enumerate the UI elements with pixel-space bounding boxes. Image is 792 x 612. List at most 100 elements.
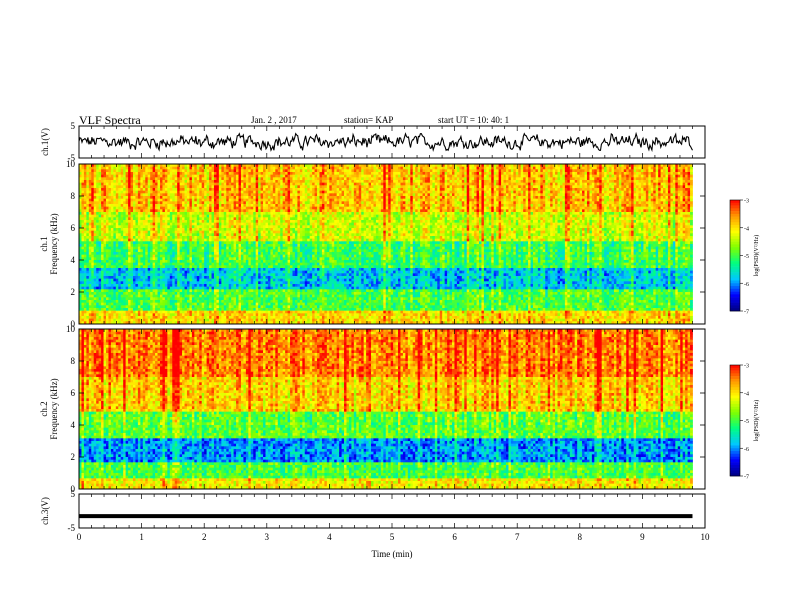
ch1-spectrogram-cell (643, 169, 646, 172)
ch1-spectrogram-cell (511, 169, 514, 172)
ch1-spectrogram-cell (634, 167, 637, 170)
ch1-spectrogram-cell (319, 167, 322, 170)
ch1-spectrogram-cell (634, 169, 637, 172)
ch1-spectrogram-cell (440, 172, 443, 175)
ch1-spectrogram-cell (624, 167, 627, 170)
ch1-spectrogram-cell (297, 169, 300, 172)
ch1-spectrogram-cell (312, 169, 315, 172)
ch1-spectrogram-cell (263, 172, 266, 175)
ch1-spectrogram-cell (160, 172, 163, 175)
ch1-spectrogram-cell (369, 172, 372, 175)
ch1-spectrogram-cell (118, 172, 121, 175)
ch1-spectrogram-cell (322, 167, 325, 170)
ch1-spectrogram-cell (354, 167, 357, 170)
ch1-spectrogram-cell (636, 169, 639, 172)
ch1-spectrogram-cell (553, 169, 556, 172)
ch1-spectrogram-cell (84, 172, 87, 175)
ch1-spectrogram-cell (288, 169, 291, 172)
ch1-spectrogram-cell (214, 172, 217, 175)
ch1-spectrogram-cell (521, 167, 524, 170)
ch1-spectrogram-cell (327, 169, 330, 172)
ch1-spectrogram-cell (425, 167, 428, 170)
ch1-spectrogram-cell (653, 167, 656, 170)
ch1-spectrogram-cell (415, 172, 418, 175)
ch1-spectrogram-cell (295, 172, 298, 175)
ch1-spectrogram-cell (631, 167, 634, 170)
ch1-spectrogram-cell (423, 172, 426, 175)
ch1-spectrogram-cell (315, 169, 318, 172)
ch1-spectrogram-cell (670, 169, 673, 172)
ch1-spectrogram-cell (106, 172, 109, 175)
ch1-spectrogram-cell (673, 167, 676, 170)
ch1-spectrogram-cell (526, 167, 529, 170)
ch1-spectrogram-cell (189, 172, 192, 175)
ch1-spectrogram-cell (366, 172, 369, 175)
ch1-spectrogram-cell (688, 169, 691, 172)
ch1-spectrogram-cell (99, 169, 102, 172)
ch1-spectrogram-cell (261, 167, 264, 170)
ch1-spectrogram-cell (295, 167, 298, 170)
ch1-spectrogram-cell (621, 167, 624, 170)
ch1-spectrogram-cell (607, 169, 610, 172)
ch1-spectrogram-cell (462, 169, 465, 172)
ch1-spectrogram-cell (165, 169, 168, 172)
ch1-spectrogram-cell (386, 167, 389, 170)
ch1-spectrogram-cell (300, 167, 303, 170)
ch1-spectrogram-cell (167, 167, 170, 170)
ch1-spectrogram-cell (231, 172, 234, 175)
ch1-spectrogram-cell (685, 167, 688, 170)
ch1-spectrogram-cell (280, 169, 283, 172)
ch1-spectrogram-cell (555, 169, 558, 172)
ch1-spectrogram-cell (290, 172, 293, 175)
ch1-spectrogram-cell (418, 167, 421, 170)
ch1-spectrogram-cell (302, 167, 305, 170)
ch1-spectrogram-cell (307, 172, 310, 175)
ch1-spectrogram-cell (177, 167, 180, 170)
ch1-spectrogram-cell (661, 169, 664, 172)
ch1-spectrogram-cell (270, 172, 273, 175)
ch1-spectrogram-cell (329, 172, 332, 175)
ch1-spectrogram-cell (540, 167, 543, 170)
ch1-spectrogram-cell (165, 167, 168, 170)
ch1-spectrogram-cell (587, 167, 590, 170)
ch1-spectrogram-cell (680, 167, 683, 170)
ch1-spectrogram-cell (84, 167, 87, 170)
ch1-spectrogram-cell (126, 167, 129, 170)
ch1-spectrogram-cell (629, 167, 632, 170)
ch1-spectrogram-cell (185, 169, 188, 172)
ch1-spectrogram-cell (673, 169, 676, 172)
ch1-spectrogram-cell (685, 169, 688, 172)
ch1-spectrogram-cell (167, 172, 170, 175)
ch1-spectrogram-cell (570, 167, 573, 170)
ch1-spectrogram-cell (383, 172, 386, 175)
ch1-spectrogram-cell (594, 167, 597, 170)
ch1-spectrogram-cell (226, 169, 229, 172)
ch1-spectrogram-cell (104, 169, 107, 172)
ch1-spectrogram-cell (248, 172, 251, 175)
ch1-spectrogram-cell (383, 167, 386, 170)
ch1-spectrogram-cell (337, 167, 340, 170)
ch1-spectrogram-cell (589, 167, 592, 170)
ch1-spectrogram-cell (300, 172, 303, 175)
ch1-spectrogram-cell (484, 172, 487, 175)
ch1-spectrogram-cell (307, 167, 310, 170)
ch1-spectrogram-cell (400, 167, 403, 170)
ch1-spectrogram-cell (339, 167, 342, 170)
ch1-spectrogram-cell (479, 167, 482, 170)
ch1-spectrogram-cell (275, 167, 278, 170)
ch1-spectrogram-cell (234, 169, 237, 172)
ch1-spectrogram-cell (646, 167, 649, 170)
ch1-spectrogram-cell (506, 169, 509, 172)
ch1-spectrogram-cell (364, 169, 367, 172)
ch1-spectrogram-cell (435, 169, 438, 172)
ch1-spectrogram-cell (111, 169, 114, 172)
ch1-spectrogram-cell (425, 172, 428, 175)
ch1-spectrogram-cell (305, 172, 308, 175)
ch1-spectrogram-cell (337, 169, 340, 172)
ch1-spectrogram-cell (447, 167, 450, 170)
ch1-spectrogram-cell (496, 169, 499, 172)
ch1-spectrogram-cell (258, 169, 261, 172)
ch1-spectrogram-cell (356, 172, 359, 175)
ch1-spectrogram-cell (209, 172, 212, 175)
ch1-spectrogram-cell (469, 169, 472, 172)
